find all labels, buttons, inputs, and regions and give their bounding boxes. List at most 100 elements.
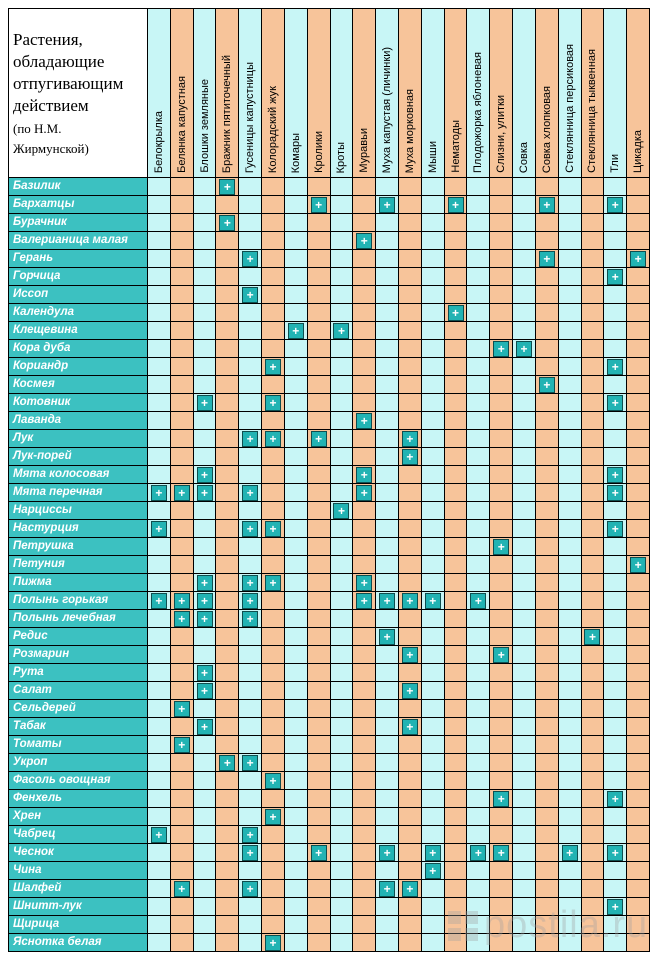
table-cell <box>170 322 194 340</box>
table-cell <box>284 862 308 880</box>
plus-mark: + <box>356 412 373 429</box>
table-cell <box>490 466 514 484</box>
table-cell <box>284 268 308 286</box>
table-cell <box>239 934 263 952</box>
table-cell <box>148 934 171 952</box>
table-cell <box>330 214 354 232</box>
table-cell <box>262 790 285 808</box>
table-cell <box>330 862 354 880</box>
row-plant-label: Кора дуба <box>8 340 148 358</box>
table-cell <box>148 736 171 754</box>
table-cell <box>193 700 217 718</box>
table-cell <box>239 448 263 466</box>
table-cell <box>627 862 651 880</box>
table-cell <box>490 394 514 412</box>
table-cell <box>604 376 628 394</box>
table-cell <box>330 574 354 592</box>
table-cell <box>581 412 605 430</box>
table-cell <box>353 178 377 196</box>
table-cell <box>604 916 628 934</box>
table-cell <box>262 754 285 772</box>
table-cell <box>627 682 651 700</box>
table-cell <box>307 358 331 376</box>
table-cell <box>262 826 285 844</box>
table-cell <box>399 232 422 250</box>
table-cell <box>148 322 171 340</box>
plus-mark: + <box>265 574 281 591</box>
table-cell <box>490 232 514 250</box>
table-cell <box>558 610 582 628</box>
table-cell: + <box>193 664 217 682</box>
table-cell <box>604 934 628 952</box>
table-cell <box>216 484 240 502</box>
table-cell <box>513 808 536 826</box>
plus-mark: + <box>607 268 624 285</box>
table-cell: + <box>239 880 263 898</box>
table-cell <box>627 538 651 556</box>
table-cell <box>262 268 285 286</box>
table-cell <box>148 394 171 412</box>
column-header-label: Совка хлопковая <box>540 85 553 173</box>
row-plant-label: Клещевина <box>8 322 148 340</box>
table-cell <box>444 700 468 718</box>
table-cell <box>148 304 171 322</box>
table-cell <box>581 610 605 628</box>
table-cell <box>330 178 354 196</box>
table-cell <box>216 250 240 268</box>
table-cell <box>330 430 354 448</box>
table-cell <box>284 466 308 484</box>
table-cell: + <box>376 628 399 646</box>
table-cell <box>490 304 514 322</box>
plus-mark: + <box>265 808 281 825</box>
table-cell: + <box>193 592 217 610</box>
table-cell <box>467 502 491 520</box>
table-cell <box>467 448 491 466</box>
table-cell <box>399 916 422 934</box>
table-cell <box>421 808 445 826</box>
table-cell <box>330 232 354 250</box>
plus-mark: + <box>401 682 418 699</box>
table-cell <box>581 592 605 610</box>
plus-mark: + <box>607 394 624 411</box>
column-header-label: Бражник пятиточечный <box>221 54 234 173</box>
table-cell <box>513 790 536 808</box>
column-header-label: Муха морковная <box>403 88 416 173</box>
plus-mark: + <box>424 844 441 861</box>
table-cell <box>216 286 240 304</box>
column-header: Тли <box>604 8 628 178</box>
table-cell <box>376 826 399 844</box>
table-cell <box>148 286 171 304</box>
table-cell <box>170 376 194 394</box>
table-cell <box>627 628 651 646</box>
table-cell: + <box>353 232 377 250</box>
table-cell <box>376 250 399 268</box>
table-cell <box>193 340 217 358</box>
table-cell <box>376 754 399 772</box>
table-cell <box>535 358 559 376</box>
table-cell <box>216 574 240 592</box>
table-cell <box>558 340 582 358</box>
table-cell <box>558 556 582 574</box>
table-cell <box>513 250 536 268</box>
table-cell <box>284 592 308 610</box>
table-cell <box>148 862 171 880</box>
table-cell <box>193 178 217 196</box>
table-cell <box>170 754 194 772</box>
table-cell <box>513 520 536 538</box>
table-cell <box>193 250 217 268</box>
table-cell <box>581 682 605 700</box>
table-cell <box>581 250 605 268</box>
table-cell <box>284 214 308 232</box>
plus-mark: + <box>242 826 259 843</box>
table-cell <box>353 556 377 574</box>
table-cell <box>535 844 559 862</box>
column-header: Совка <box>513 8 536 178</box>
table-cell: + <box>307 430 331 448</box>
table-cell <box>216 556 240 574</box>
table-cell <box>170 214 194 232</box>
row-plant-label: Шалфей <box>8 880 148 898</box>
table-cell: + <box>604 466 628 484</box>
table-cell <box>170 898 194 916</box>
column-header-label: Белокрылка <box>152 110 165 173</box>
row-plant-label: Розмарин <box>8 646 148 664</box>
